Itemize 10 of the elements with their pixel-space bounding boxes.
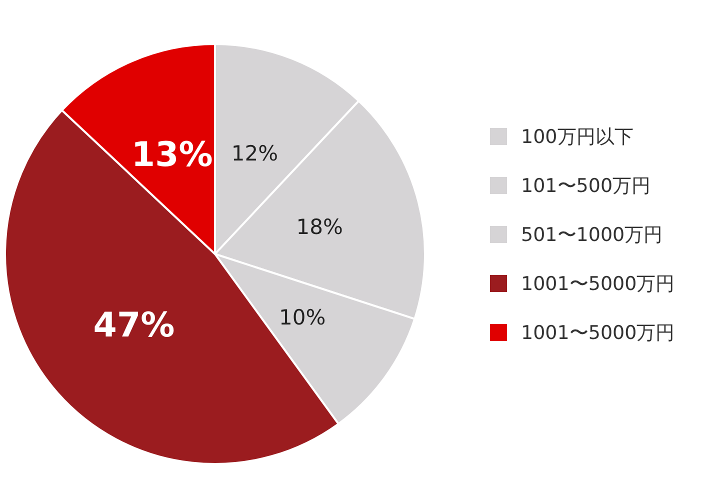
data-label: 18% bbox=[296, 215, 343, 240]
legend-label: 501〜1000万円 bbox=[521, 222, 663, 248]
data-label: 13% bbox=[131, 134, 213, 175]
legend-label: 101〜500万円 bbox=[521, 174, 651, 198]
legend-label: 1001〜5000万円 bbox=[521, 320, 675, 346]
data-label: 12% bbox=[231, 142, 278, 166]
data-label: 47% bbox=[93, 305, 175, 346]
legend-label: 100万円以下 bbox=[521, 124, 634, 150]
data-label: 10% bbox=[279, 305, 326, 330]
legend-label: 1001〜5000万円 bbox=[521, 272, 675, 296]
